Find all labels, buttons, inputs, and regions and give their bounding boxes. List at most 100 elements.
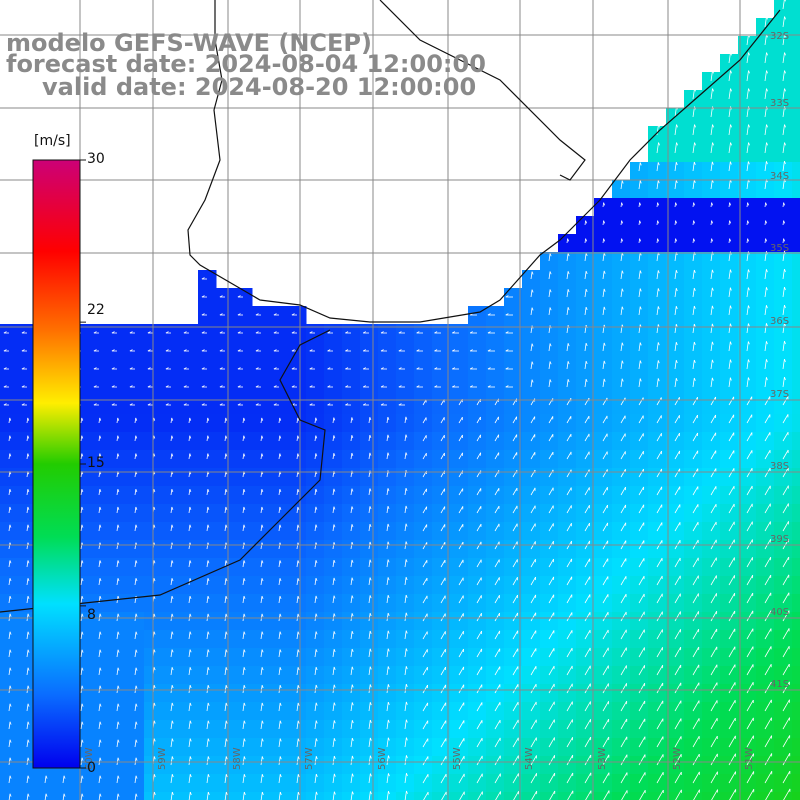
wind-arrow xyxy=(584,629,591,640)
wind-arrow xyxy=(692,287,695,298)
wind-arrow-head xyxy=(261,489,264,493)
wind-arrow xyxy=(746,305,749,316)
wind-arrow-head xyxy=(81,685,84,689)
wind-arrow xyxy=(566,647,573,658)
wind-arrow-head xyxy=(165,331,169,334)
wind-arrow xyxy=(710,305,713,316)
wind-cell xyxy=(576,450,595,469)
wind-cell xyxy=(468,702,487,721)
wind-arrow xyxy=(764,34,767,46)
wind-cell xyxy=(342,540,361,559)
wind-arrow xyxy=(332,488,335,496)
wind-arrow xyxy=(188,506,191,514)
wind-arrow xyxy=(602,433,608,442)
wind-cell xyxy=(288,612,307,631)
wind-cell xyxy=(522,594,541,613)
wind-arrow-head xyxy=(351,559,354,563)
wind-cell xyxy=(756,324,775,343)
wind-cell xyxy=(504,414,523,433)
wind-arrow-head xyxy=(387,416,390,420)
wind-arrow xyxy=(278,649,281,658)
wind-arrow xyxy=(620,306,623,316)
wind-arrow-head xyxy=(117,524,120,528)
wind-arrow xyxy=(512,594,518,604)
wind-cell xyxy=(720,162,739,181)
wind-arrow xyxy=(494,755,501,766)
wind-arrow-head xyxy=(729,220,732,224)
wind-arrow xyxy=(728,377,731,388)
wind-arrow-head xyxy=(639,306,642,310)
wind-cell xyxy=(180,666,199,685)
wind-arrow-head xyxy=(255,349,259,352)
wind-arrow xyxy=(656,162,659,172)
wind-arrow-head xyxy=(225,453,228,457)
wind-cell xyxy=(486,666,505,685)
wind-cell xyxy=(126,792,145,800)
wind-arrow-head xyxy=(694,142,696,146)
wind-arrow xyxy=(116,775,119,784)
wind-arrow-head xyxy=(469,331,473,334)
wind-arrow-head xyxy=(225,667,228,671)
wind-cell xyxy=(288,342,307,361)
wind-arrow xyxy=(458,595,464,604)
wind-arrow xyxy=(602,504,608,514)
wind-cell xyxy=(360,684,379,703)
wind-cell xyxy=(198,504,217,523)
wind-arrow xyxy=(170,435,173,442)
wind-cell xyxy=(288,468,307,487)
wind-arrow xyxy=(476,630,482,640)
wind-arrow-head xyxy=(712,142,714,146)
wind-cell xyxy=(486,702,505,721)
wind-arrow-head xyxy=(351,452,354,456)
wind-cell xyxy=(342,756,361,775)
wind-arrow xyxy=(422,756,429,766)
wind-cell xyxy=(576,360,595,379)
wind-arrow-head xyxy=(387,666,390,670)
wind-arrow xyxy=(584,647,591,658)
wind-arrow xyxy=(602,647,609,658)
wind-cell xyxy=(378,396,397,415)
wind-arrow xyxy=(206,774,209,784)
wind-cell xyxy=(558,648,577,667)
wind-cell xyxy=(360,576,379,595)
wind-cell xyxy=(594,612,613,631)
wind-arrow-head xyxy=(711,238,714,242)
wind-cell xyxy=(720,756,739,775)
wind-arrow-head xyxy=(333,791,336,795)
wind-arrow xyxy=(656,306,659,316)
wind-cell xyxy=(522,450,541,469)
wind-cell xyxy=(342,396,361,415)
wind-arrow xyxy=(386,773,389,784)
wind-cell xyxy=(612,792,631,800)
wind-arrow xyxy=(782,485,789,496)
wind-cell xyxy=(666,342,685,361)
wind-arrow xyxy=(242,578,245,586)
wind-cell xyxy=(198,324,217,343)
wind-cell xyxy=(324,666,343,685)
wind-cell xyxy=(486,792,505,800)
wind-arrow xyxy=(728,287,731,298)
wind-cell xyxy=(630,216,649,235)
wind-cell xyxy=(108,630,127,649)
wind-arrow xyxy=(98,524,101,532)
wind-arrow xyxy=(728,359,731,370)
wind-cell xyxy=(792,324,800,343)
wind-cell xyxy=(342,594,361,613)
wind-arrow-head xyxy=(117,793,120,797)
wind-arrow xyxy=(458,416,463,424)
wind-cell xyxy=(792,378,800,397)
wind-arrow xyxy=(674,378,677,388)
wind-arrow-head xyxy=(207,684,210,689)
wind-arrow xyxy=(638,397,644,406)
wind-cell xyxy=(486,414,505,433)
wind-arrow-head xyxy=(711,341,714,345)
wind-arrow-head xyxy=(351,435,354,439)
wind-cell xyxy=(432,450,451,469)
wind-arrow-head xyxy=(207,613,210,617)
wind-cell xyxy=(540,288,559,307)
wind-arrow xyxy=(728,179,731,190)
wind-arrow-head xyxy=(63,793,66,797)
wind-cell xyxy=(522,378,541,397)
wind-cell xyxy=(558,684,577,703)
